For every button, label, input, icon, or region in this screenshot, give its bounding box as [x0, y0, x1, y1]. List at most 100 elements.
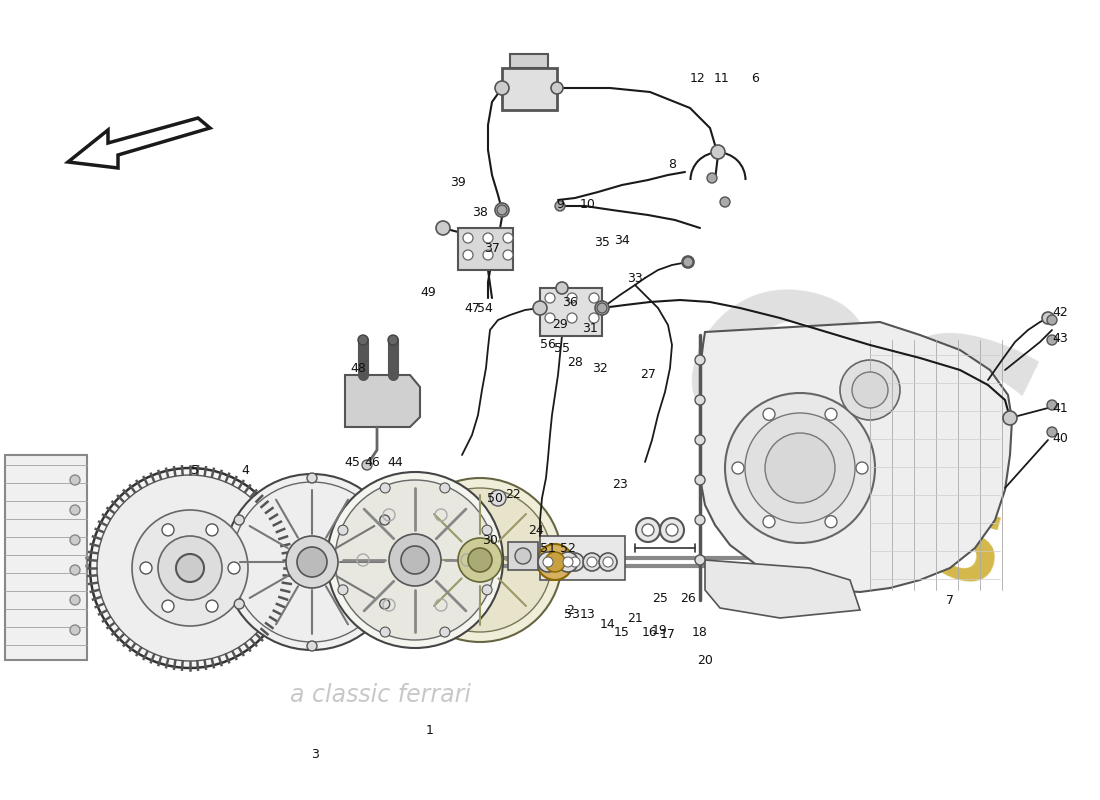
Circle shape [538, 552, 558, 572]
Text: 52: 52 [560, 542, 576, 554]
Text: 11: 11 [714, 71, 730, 85]
Circle shape [683, 257, 693, 267]
Text: 17: 17 [660, 629, 675, 642]
Circle shape [402, 546, 429, 574]
Circle shape [764, 433, 835, 503]
Circle shape [307, 641, 317, 651]
Text: 2: 2 [566, 603, 574, 617]
Circle shape [362, 460, 372, 470]
Text: 21: 21 [627, 611, 642, 625]
Circle shape [695, 395, 705, 405]
Circle shape [482, 585, 492, 595]
Bar [6, 455, 87, 660]
Circle shape [70, 595, 80, 605]
Circle shape [97, 475, 283, 661]
Text: 46: 46 [364, 455, 380, 469]
Circle shape [307, 473, 317, 483]
Circle shape [566, 293, 578, 303]
Text: 20: 20 [697, 654, 713, 666]
Circle shape [856, 462, 868, 474]
Text: 38: 38 [472, 206, 488, 218]
Bar [458, 228, 513, 270]
Text: 53: 53 [564, 609, 580, 622]
Circle shape [234, 515, 244, 525]
Circle shape [162, 600, 174, 612]
Circle shape [642, 524, 654, 536]
Circle shape [745, 413, 855, 523]
Text: 15: 15 [614, 626, 630, 638]
Circle shape [388, 335, 398, 345]
Circle shape [358, 335, 368, 345]
Text: 25: 25 [652, 591, 668, 605]
Text: 41: 41 [1052, 402, 1068, 414]
Circle shape [566, 553, 584, 571]
Circle shape [140, 562, 152, 574]
Text: 33: 33 [627, 271, 642, 285]
Text: 49: 49 [420, 286, 436, 298]
Circle shape [563, 557, 573, 567]
Circle shape [544, 552, 565, 572]
Circle shape [286, 536, 338, 588]
Circle shape [597, 303, 607, 313]
Circle shape [398, 478, 562, 642]
Text: 56: 56 [540, 338, 556, 351]
Circle shape [381, 483, 390, 493]
Circle shape [763, 516, 776, 528]
Circle shape [70, 505, 80, 515]
Circle shape [381, 627, 390, 637]
Text: 28: 28 [568, 355, 583, 369]
Circle shape [1003, 411, 1018, 425]
Text: 9: 9 [557, 198, 564, 211]
Circle shape [176, 554, 204, 582]
Text: 14: 14 [601, 618, 616, 631]
Circle shape [232, 482, 392, 642]
Circle shape [483, 250, 493, 260]
Circle shape [583, 553, 601, 571]
Text: 1985: 1985 [727, 450, 1013, 610]
Text: 26: 26 [680, 591, 696, 605]
Circle shape [537, 544, 573, 580]
Circle shape [725, 393, 874, 543]
Circle shape [695, 475, 705, 485]
Text: 24: 24 [528, 523, 543, 537]
Circle shape [852, 372, 888, 408]
Circle shape [825, 408, 837, 420]
Circle shape [825, 516, 837, 528]
Circle shape [595, 301, 609, 315]
Circle shape [695, 555, 705, 565]
Circle shape [515, 548, 531, 564]
Circle shape [70, 625, 80, 635]
Text: 13: 13 [580, 609, 596, 622]
Circle shape [70, 565, 80, 575]
Circle shape [234, 599, 244, 609]
Text: 37: 37 [484, 242, 499, 254]
Text: 43: 43 [1052, 331, 1068, 345]
Circle shape [495, 81, 509, 95]
Circle shape [224, 474, 400, 650]
Bar [502, 68, 557, 110]
Text: 51: 51 [540, 542, 556, 554]
Circle shape [338, 525, 348, 535]
Circle shape [556, 282, 568, 294]
Circle shape [206, 600, 218, 612]
Circle shape [297, 547, 327, 577]
Circle shape [1047, 427, 1057, 437]
Circle shape [558, 552, 578, 572]
Text: 50: 50 [487, 491, 503, 505]
Circle shape [660, 518, 684, 542]
Text: 16: 16 [642, 626, 658, 638]
Text: 4: 4 [241, 463, 249, 477]
Circle shape [463, 233, 473, 243]
Circle shape [1047, 335, 1057, 345]
Circle shape [70, 475, 80, 485]
Circle shape [440, 627, 450, 637]
Circle shape [468, 548, 492, 572]
Circle shape [711, 145, 725, 159]
Circle shape [707, 173, 717, 183]
Circle shape [379, 515, 389, 525]
Text: 10: 10 [580, 198, 596, 211]
Circle shape [556, 201, 565, 211]
Text: 27: 27 [640, 369, 656, 382]
Circle shape [158, 536, 222, 600]
Text: 22: 22 [505, 489, 521, 502]
